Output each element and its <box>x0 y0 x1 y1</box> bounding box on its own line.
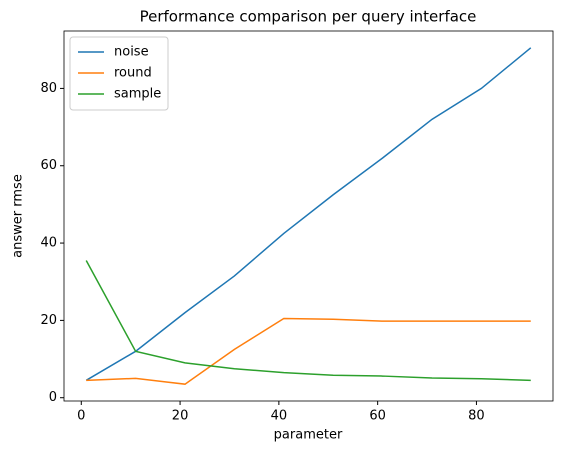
legend-label: round <box>114 66 152 81</box>
y-tick-label: 80 <box>40 81 57 96</box>
line-series <box>85 47 532 381</box>
y-tick-label: 40 <box>40 236 57 251</box>
line-series <box>85 260 531 382</box>
x-tick-label: 0 <box>77 409 85 424</box>
plot-frame <box>63 30 554 402</box>
x-tick-label: 80 <box>468 409 485 424</box>
x-tick-label: 60 <box>369 409 386 424</box>
legend-label: noise <box>114 45 149 60</box>
y-tick-label: 60 <box>40 158 57 173</box>
legend-label: sample <box>114 87 161 102</box>
legend-box <box>69 36 169 111</box>
chart-title: Performance comparison per query interfa… <box>140 8 477 26</box>
line-series <box>86 317 531 385</box>
x-axis-label: parameter <box>274 428 343 443</box>
y-tick-label: 20 <box>40 313 57 328</box>
y-axis-label: answer rmse <box>11 174 26 258</box>
x-tick-label: 20 <box>172 409 189 424</box>
x-tick-label: 40 <box>271 409 288 424</box>
y-tick-label: 0 <box>49 390 57 405</box>
